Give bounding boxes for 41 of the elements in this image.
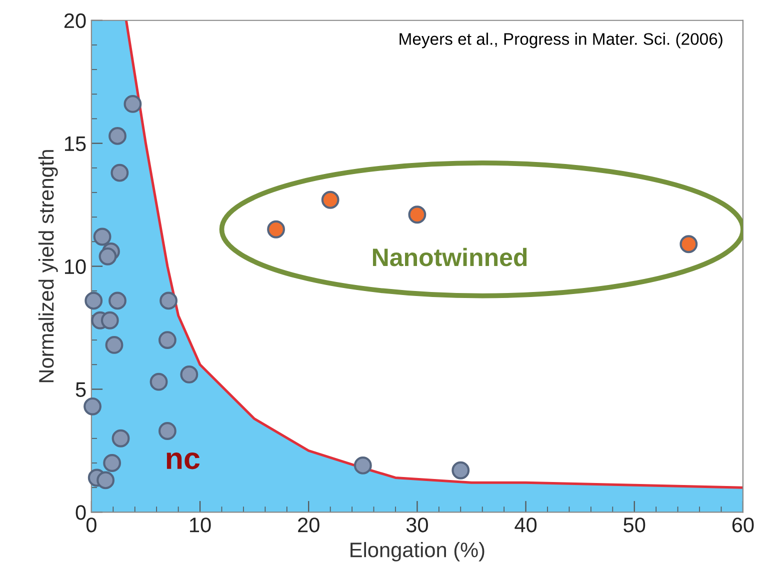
point xyxy=(321,190,340,209)
x-axis-title: Elongation (%) xyxy=(350,542,484,562)
y-tick-label: 15 xyxy=(64,136,86,152)
y-tick-label: 0 xyxy=(76,505,86,520)
point xyxy=(105,336,124,354)
point xyxy=(150,372,168,391)
point xyxy=(408,206,426,224)
point xyxy=(98,247,117,266)
point xyxy=(180,365,198,384)
x-tick-label: 30 xyxy=(406,518,428,532)
x-tick-label: 0 xyxy=(86,518,96,532)
point xyxy=(93,228,112,246)
point xyxy=(267,220,285,238)
annotation: Nanotwinned xyxy=(372,248,527,266)
x-tick-label: 50 xyxy=(624,518,646,532)
x-tick-label: 60 xyxy=(732,518,754,532)
point xyxy=(452,461,470,480)
point xyxy=(160,292,178,310)
point xyxy=(84,292,103,310)
y-tick-label: 5 xyxy=(76,382,86,397)
annotation: Meyers et al., Progress in Mater. Sci. (2006) xyxy=(400,32,722,48)
point xyxy=(680,235,698,254)
point xyxy=(158,331,176,349)
point xyxy=(96,471,115,490)
point xyxy=(110,164,129,182)
point xyxy=(108,292,126,310)
point xyxy=(100,311,119,330)
point xyxy=(124,95,142,113)
point xyxy=(354,456,372,474)
y-tick-label: 20 xyxy=(64,13,86,28)
y-tick-label: 10 xyxy=(64,259,86,274)
point xyxy=(84,397,102,416)
x-tick-label: 10 xyxy=(190,518,211,532)
x-tick-label: 40 xyxy=(514,518,537,532)
y-axis-title: Normalized yield strength xyxy=(38,150,58,382)
point xyxy=(108,126,126,145)
point xyxy=(103,454,122,472)
annotation: nc xyxy=(166,452,200,470)
point xyxy=(112,429,130,448)
point xyxy=(158,422,176,440)
x-tick-label: 20 xyxy=(298,518,320,532)
